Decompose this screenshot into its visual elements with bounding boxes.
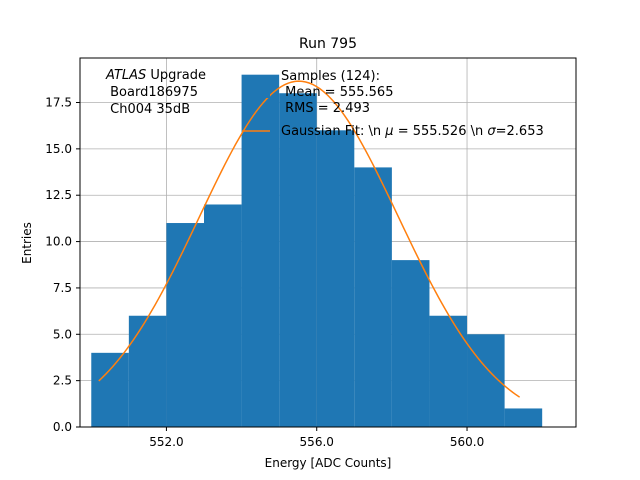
chart-title: Run 795 <box>299 36 357 52</box>
y-tick-label: 5.0 <box>53 327 72 341</box>
y-tick-label: 17.5 <box>45 96 72 110</box>
x-axis-label: Energy [ADC Counts] <box>265 456 392 470</box>
mu-symbol: μ <box>384 124 393 139</box>
histogram-bar <box>128 315 167 427</box>
legend-fit-suffix: =2.653 <box>496 124 544 139</box>
legend-hist-mean: Mean = 555.565 <box>281 85 393 100</box>
y-tick-label: 0.0 <box>53 420 72 434</box>
y-tick-label: 12.5 <box>45 188 72 202</box>
legend-fit-label: Gaussian Fit: \n μ = 555.526 \n σ=2.653 <box>281 124 544 139</box>
legend-fit-prefix: Gaussian Fit: \n <box>281 124 385 139</box>
legend-hist-rms: RMS = 2.493 <box>281 101 370 116</box>
board-label: Board186975 <box>106 85 198 100</box>
gaussian-fit-curve-group <box>98 80 521 398</box>
histogram-bar <box>279 93 317 428</box>
histogram-bar <box>504 408 543 427</box>
histogram-bar <box>429 315 468 427</box>
upgrade-label: Upgrade <box>146 68 206 83</box>
histogram-bar <box>316 130 355 427</box>
sigma-symbol: σ <box>487 124 496 139</box>
channel-label: Ch004 35dB <box>106 102 190 117</box>
histogram-bar <box>354 167 392 427</box>
legend: Samples (124): Mean = 555.565 RMS = 2.49… <box>242 69 544 139</box>
y-axis-ticks: 0.0 2.5 5.0 7.5 10.0 12.5 15.0 17.5 <box>45 96 80 434</box>
x-axis-ticks: 552.0 556.0 560.0 <box>149 427 484 449</box>
legend-fit-middle: = 555.526 \n <box>394 124 488 139</box>
legend-hist-line1: Samples (124): <box>281 69 380 84</box>
atlas-annotation: ATLAS Upgrade Board186975 Ch004 35dB <box>105 68 206 117</box>
histogram-bar <box>166 223 204 427</box>
histogram-bar <box>241 74 280 427</box>
y-axis-label: Entries <box>20 222 34 264</box>
y-tick-label: 15.0 <box>45 142 72 156</box>
x-tick-label: 556.0 <box>300 435 334 449</box>
x-tick-label: 552.0 <box>149 435 183 449</box>
histogram-bar <box>91 352 129 427</box>
histogram-bar <box>391 260 430 427</box>
axes-frame <box>79 57 577 428</box>
atlas-label: ATLAS <box>105 68 146 83</box>
atlas-annotation-line1: ATLAS Upgrade <box>105 68 206 83</box>
histogram-bar <box>204 204 242 427</box>
y-tick-label: 10.0 <box>45 235 72 249</box>
y-tick-label: 2.5 <box>53 374 72 388</box>
histogram-bars <box>91 74 543 428</box>
gaussian-fit-curve <box>98 80 521 398</box>
legend-hist-swatch <box>242 88 270 98</box>
x-tick-label: 560.0 <box>450 435 484 449</box>
y-tick-label: 7.5 <box>53 281 72 295</box>
